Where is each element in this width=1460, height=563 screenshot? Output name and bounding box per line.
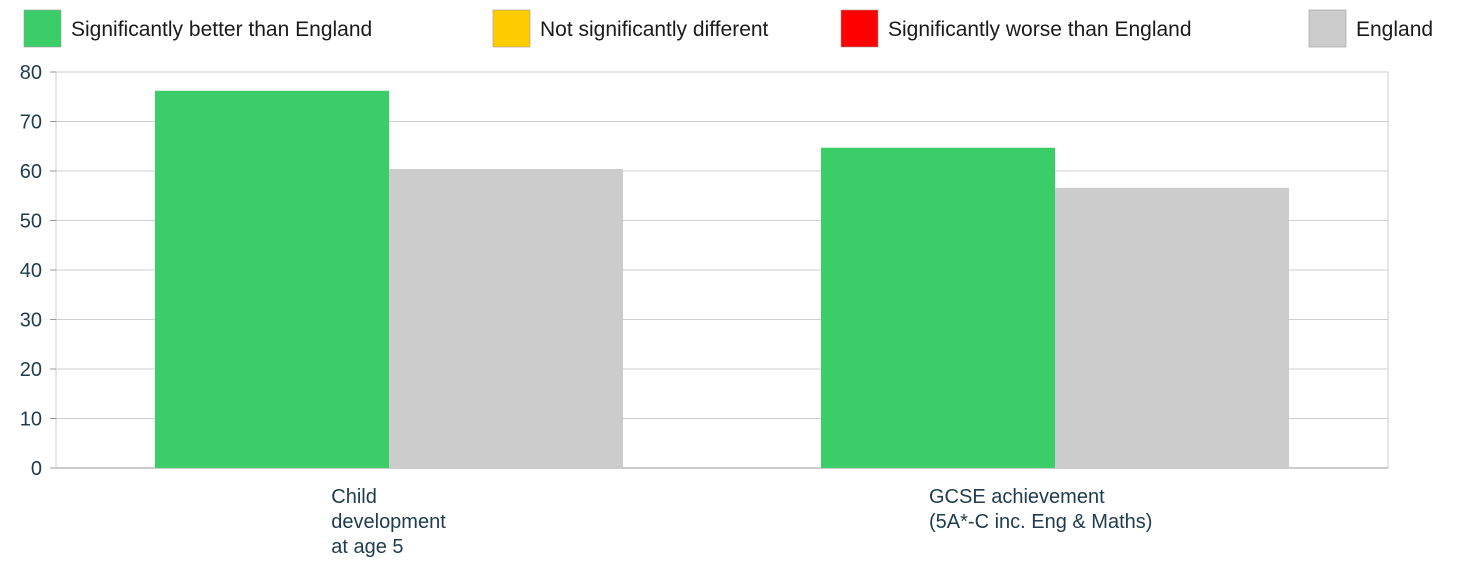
legend-item: England — [1308, 9, 1433, 48]
bar — [821, 147, 1055, 469]
legend: Significantly better than England Not sig… — [23, 9, 1433, 48]
y-tick-label: 80 — [20, 62, 42, 84]
y-tick-label: 40 — [20, 260, 42, 282]
legend-label: Significantly better than England — [71, 18, 372, 41]
legend-item: Significantly worse than England — [840, 9, 1192, 48]
y-tick-label: 10 — [20, 409, 42, 431]
legend-label: Not significantly different — [540, 18, 769, 41]
bar — [1055, 187, 1289, 468]
bar — [155, 90, 389, 468]
y-axis: 0 10 20 30 40 50 60 70 80 — [20, 62, 56, 480]
legend-item: Not significantly different — [492, 9, 769, 48]
x-category-label: GCSE achievement (5A*-C inc. Eng & Maths) — [929, 486, 1152, 533]
x-axis: Child development at age 5 GCSE achievement… — [331, 486, 1152, 558]
y-tick-label: 70 — [20, 112, 42, 134]
y-tick-label: 20 — [20, 359, 42, 381]
y-tick-label: 30 — [20, 310, 42, 332]
x-category-label: Child development at age 5 — [331, 486, 446, 558]
legend-swatch — [492, 9, 531, 48]
legend-swatch — [1308, 9, 1347, 48]
legend-item: Significantly better than England — [23, 9, 372, 48]
y-tick-label: 50 — [20, 211, 42, 233]
legend-swatch — [23, 9, 62, 48]
y-tick-label: 60 — [20, 161, 42, 183]
legend-label: Significantly worse than England — [888, 18, 1192, 41]
bar — [389, 169, 623, 468]
legend-label: England — [1356, 18, 1433, 41]
legend-swatch — [840, 9, 879, 48]
bars — [155, 90, 1289, 469]
y-tick-label: 0 — [31, 458, 42, 480]
